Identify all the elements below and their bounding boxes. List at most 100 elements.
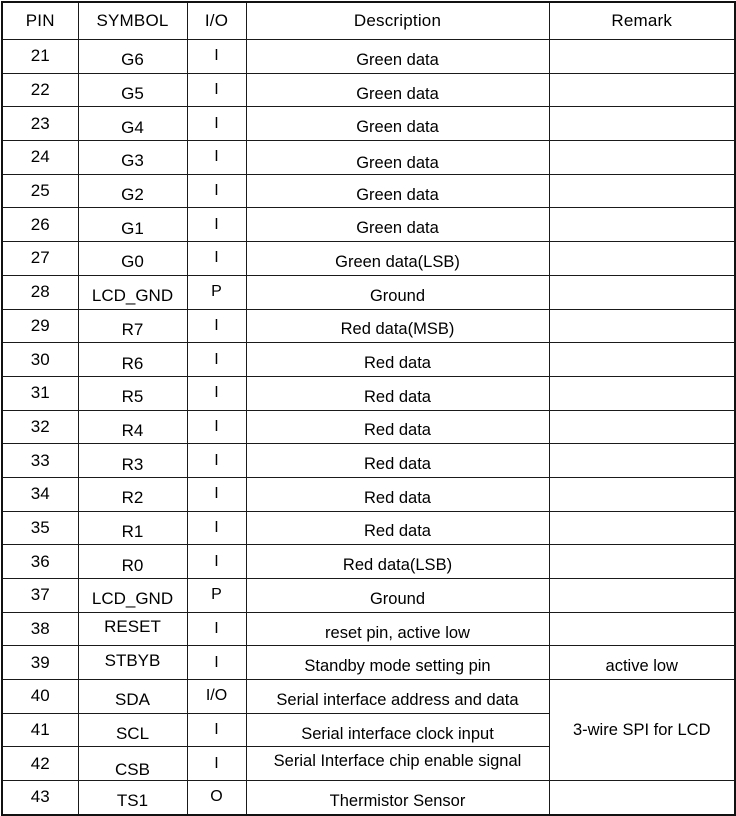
cell-description: Green data [245,72,550,108]
cell-remark [548,241,736,276]
cell-description: Red data [245,476,550,512]
cell-description-text: Red data(MSB) [340,320,455,339]
cell-pin: 37 [1,578,79,613]
cell-io: I [186,476,247,512]
cell-symbol: G2 [77,173,188,209]
cell-symbol: R2 [77,476,188,512]
cell-remark [548,274,736,310]
cell-description: Serial Interface chip enable signal [245,746,550,782]
cell-io: I [186,106,247,142]
cell-symbol: R6 [77,342,188,377]
cell-description-text: Green data(LSB) [335,252,460,271]
cell-io: I [186,611,247,647]
cell-remark [548,140,736,175]
cell-remark [548,72,736,108]
table-row: 25 G2 I Green data [1,173,736,209]
cell-symbol: LCD_GND [77,578,188,613]
cell-description-text: Serial interface address and data [276,690,519,709]
cell-remark [548,611,736,647]
cell-symbol: R5 [77,375,188,411]
cell-io: P [186,578,247,613]
cell-description: reset pin, active low [245,611,550,647]
cell-pin: 39 [1,645,79,681]
cell-symbol-text: R2 [121,488,144,508]
cell-symbol: G3 [77,140,188,175]
cell-remark [548,443,736,478]
cell-symbol-text: SCL [115,724,150,744]
cell-pin: 28 [1,274,79,310]
cell-remark: active low [548,645,736,681]
table-row: 31 R5 I Red data [1,375,736,411]
cell-remark [548,207,736,243]
column-header-remark: Remark [548,1,736,40]
cell-io: I [186,510,247,546]
cell-symbol: RESET [77,611,188,647]
cell-pin: 33 [1,443,79,478]
cell-description: Standby mode setting pin [245,645,550,681]
cell-pin: 22 [1,72,79,108]
cell-symbol-text: R5 [121,387,144,407]
cell-io: I [186,375,247,411]
cell-symbol-text: LCD_GND [91,589,174,609]
cell-description: Red data [245,510,550,546]
cell-io: I [186,72,247,108]
cell-symbol-text: RESET [104,617,161,637]
cell-io: I [186,712,247,748]
cell-symbol: G0 [77,241,188,276]
table-row: 43 TS1 O Thermistor Sensor [1,780,736,816]
cell-symbol-text: R7 [121,319,144,339]
cell-description: Red data(LSB) [245,544,550,579]
cell-io: I [186,207,247,243]
table-row: 37 LCD_GND P Ground [1,578,736,613]
table-row: 30 R6 I Red data [1,342,736,377]
cell-remark-merged: 3-wire SPI for LCD [548,679,736,782]
cell-symbol: STBYB [77,645,188,681]
cell-symbol: CSB [77,746,188,782]
cell-remark [548,544,736,579]
cell-pin: 35 [1,510,79,546]
table-row: 24 G3 I Green data [1,140,736,175]
cell-pin: 42 [1,746,79,782]
cell-pin: 23 [1,106,79,142]
cell-description-text: Serial Interface chip enable signal [273,752,522,771]
cell-io: I [186,544,247,579]
cell-description-text: Ground [369,286,426,305]
cell-description: Green data [245,173,550,209]
cell-io: I [186,443,247,478]
cell-io: P [186,274,247,310]
cell-symbol: R3 [77,443,188,478]
table-row: 32 R4 I Red data [1,409,736,445]
cell-io: I [186,173,247,209]
cell-description-text: Thermistor Sensor [329,791,466,810]
table-body: 21 G6 I Green data 22 G5 I Green data 23… [1,39,736,816]
cell-symbol: LCD_GND [77,274,188,310]
cell-description-text: Green data [356,118,439,137]
cell-symbol: G5 [77,72,188,108]
cell-symbol-text: R6 [121,353,144,373]
cell-remark [548,106,736,142]
table-row: 27 G0 I Green data(LSB) [1,241,736,276]
cell-remark [548,342,736,377]
cell-description: Green data [245,140,550,175]
cell-io: I [186,409,247,445]
cell-pin: 24 [1,140,79,175]
cell-symbol: R7 [77,308,188,344]
cell-description-text: Green data [356,185,439,204]
cell-symbol-text: SDA [115,690,150,710]
table-row: 22 G5 I Green data [1,72,736,108]
cell-remark-merged-text: 3-wire SPI for LCD [572,720,711,739]
table-row: 23 G4 I Green data [1,106,736,142]
cell-symbol: G6 [77,39,188,74]
cell-remark-text: active low [605,657,678,676]
cell-symbol-text: G1 [121,218,144,238]
cell-symbol-text: CSB [115,759,150,779]
cell-symbol-text: G3 [121,151,144,171]
cell-remark [548,308,736,344]
cell-description: Green data [245,207,550,243]
cell-symbol: R0 [77,544,188,579]
cell-pin: 34 [1,476,79,512]
cell-remark [548,780,736,816]
cell-pin: 31 [1,375,79,411]
cell-symbol-text: G6 [121,50,144,70]
